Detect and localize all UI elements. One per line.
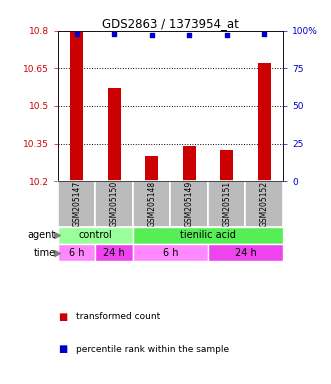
Bar [208, 244, 283, 261]
Title: GDS2863 / 1373954_at: GDS2863 / 1373954_at [102, 17, 239, 30]
Text: 24 h: 24 h [103, 248, 125, 258]
Text: percentile rank within the sample: percentile rank within the sample [76, 345, 229, 354]
Text: GSM205150: GSM205150 [110, 181, 119, 227]
Bar [58, 244, 95, 261]
Text: 6 h: 6 h [69, 248, 84, 258]
Text: ■: ■ [58, 344, 67, 354]
Point [112, 31, 117, 37]
Text: tienilic acid: tienilic acid [180, 230, 236, 240]
Text: control: control [78, 230, 112, 240]
Text: GSM205151: GSM205151 [222, 181, 231, 227]
Bar [95, 244, 133, 261]
Bar [208, 181, 246, 227]
Text: GSM205147: GSM205147 [72, 181, 81, 227]
Bar [246, 181, 283, 227]
Text: GSM205148: GSM205148 [147, 181, 156, 227]
Point [187, 32, 192, 38]
Bar [170, 181, 208, 227]
Text: ■: ■ [58, 312, 67, 322]
Bar [133, 244, 208, 261]
Bar [70, 31, 83, 181]
Bar [220, 150, 233, 181]
Bar [133, 181, 170, 227]
Text: agent: agent [28, 230, 56, 240]
Text: transformed count: transformed count [76, 312, 161, 321]
Point [261, 31, 267, 37]
Bar [183, 146, 196, 181]
Bar [95, 181, 133, 227]
Text: 24 h: 24 h [235, 248, 257, 258]
Bar [133, 227, 283, 244]
Point [224, 32, 229, 38]
Bar [58, 227, 133, 244]
Text: GSM205149: GSM205149 [185, 181, 194, 227]
Bar [145, 156, 158, 181]
Point [74, 31, 79, 37]
Text: GSM205152: GSM205152 [260, 181, 269, 227]
Bar [58, 181, 95, 227]
Point [149, 32, 154, 38]
Text: time: time [34, 248, 56, 258]
Bar [258, 63, 271, 181]
Text: 6 h: 6 h [163, 248, 178, 258]
Bar [108, 88, 121, 181]
